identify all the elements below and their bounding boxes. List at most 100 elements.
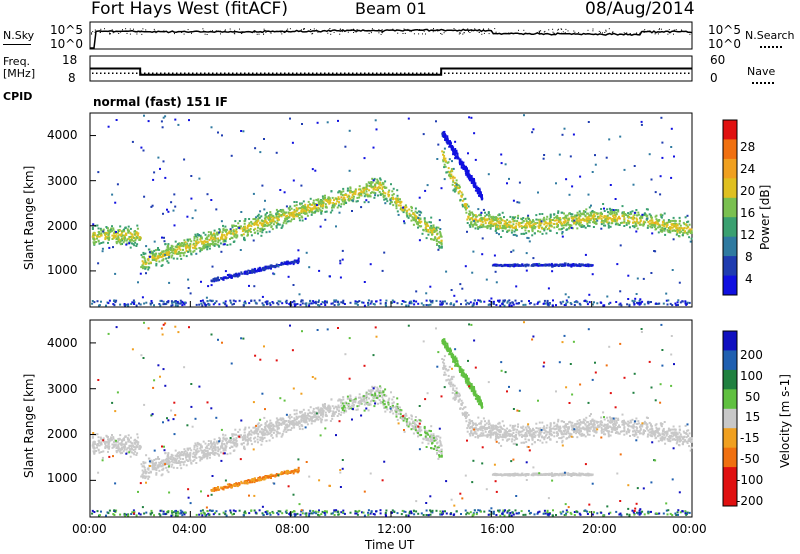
- power-cell: [548, 220, 551, 223]
- power-cell: [529, 302, 532, 304]
- power-cell: [436, 158, 439, 160]
- velocity-cell: [392, 396, 395, 398]
- power-cell: [660, 213, 662, 216]
- power-cell: [156, 248, 159, 251]
- power-cell: [528, 223, 531, 226]
- power-cell: [472, 250, 475, 253]
- power-cell: [340, 203, 343, 206]
- power-cell: [229, 301, 232, 304]
- nave-dot: [564, 72, 566, 74]
- power-cell: [152, 178, 155, 181]
- nsearch-dot: [658, 29, 660, 31]
- power-cell: [687, 226, 690, 229]
- power-cell: [400, 200, 403, 203]
- power-cell: [434, 237, 437, 240]
- power-cell: [165, 257, 168, 260]
- nave-dot: [184, 72, 186, 74]
- power-cell: [451, 145, 454, 147]
- nsearch-dot: [600, 31, 601, 33]
- power-cell: [516, 263, 519, 266]
- power-cell: [579, 221, 582, 224]
- power-cell: [539, 224, 542, 227]
- power-cell: [473, 181, 475, 184]
- nsearch-dot: [443, 32, 445, 34]
- velocity-cell: [566, 423, 569, 425]
- power-cell: [134, 239, 137, 242]
- power-cell: [140, 146, 143, 149]
- power-cell: [520, 300, 523, 303]
- nave-dot: [176, 72, 178, 74]
- power-cell: [140, 254, 143, 256]
- power-cell: [415, 217, 418, 220]
- power-cell: [323, 198, 326, 201]
- power-cell: [338, 201, 340, 204]
- power-cell: [617, 209, 620, 212]
- power-cell: [115, 242, 118, 245]
- power-cell: [251, 269, 254, 271]
- power-cell: [295, 204, 298, 207]
- power-cell: [659, 230, 662, 233]
- nsearch-dot: [347, 31, 349, 33]
- power-cell: [276, 302, 279, 305]
- power-cell: [277, 300, 280, 303]
- nsearch-dot: [141, 33, 143, 35]
- power-cell: [181, 301, 184, 304]
- power-cell: [475, 215, 478, 218]
- nave-dot: [436, 72, 438, 74]
- power-cell: [148, 255, 151, 258]
- nsearch-dot: [557, 29, 559, 31]
- power-cell: [613, 217, 615, 219]
- power-cell: [128, 239, 131, 242]
- power-cell: [474, 158, 477, 161]
- power-cell: [386, 200, 389, 203]
- power-cell: [278, 223, 281, 226]
- power-cell: [601, 219, 603, 222]
- power-cell: [171, 245, 174, 248]
- power-cell: [161, 259, 164, 262]
- power-cell: [555, 304, 557, 307]
- power-cell: [391, 301, 393, 304]
- power-cell: [679, 228, 681, 231]
- velocity-cell: [443, 362, 446, 365]
- power-cell: [672, 229, 674, 232]
- power-cell: [99, 227, 102, 230]
- velocity-cell: [144, 461, 147, 464]
- power-cell: [572, 263, 575, 265]
- power-cell: [445, 137, 447, 140]
- nsearch-legend-line: [760, 46, 782, 48]
- nsearch-dot: [256, 33, 258, 35]
- nsearch-dot: [404, 32, 406, 34]
- power-cell: [282, 209, 285, 212]
- power-cell: [477, 299, 480, 302]
- power-cell: [242, 225, 245, 228]
- power-cell: [286, 214, 288, 217]
- power-cell: [201, 299, 204, 302]
- nsearch-dot: [288, 31, 290, 33]
- power-cell: [367, 304, 370, 306]
- power-cell: [179, 243, 182, 246]
- power-cell: [584, 219, 587, 222]
- power-cell: [570, 265, 573, 267]
- power-cell: [233, 233, 236, 236]
- nsearch-dot: [99, 31, 101, 33]
- power-cell: [342, 301, 344, 304]
- power-cell: [659, 193, 662, 196]
- power-cell: [510, 264, 512, 267]
- power-cell: [630, 216, 633, 219]
- power-cell: [224, 270, 227, 273]
- power-cell: [527, 214, 530, 217]
- power-cell: [669, 302, 672, 305]
- power-cell: [588, 225, 591, 228]
- power-cell: [499, 216, 502, 219]
- power-cell: [180, 257, 183, 260]
- power-cell: [291, 141, 294, 144]
- power-cell: [264, 266, 267, 269]
- power-cell: [150, 250, 153, 253]
- power-cell: [167, 251, 170, 253]
- power-cell: [500, 264, 503, 267]
- nsearch-dot: [195, 30, 197, 32]
- power-cell: [91, 302, 94, 305]
- power-cell: [663, 225, 666, 228]
- power-cell: [131, 233, 134, 236]
- nsearch-dot: [139, 31, 141, 33]
